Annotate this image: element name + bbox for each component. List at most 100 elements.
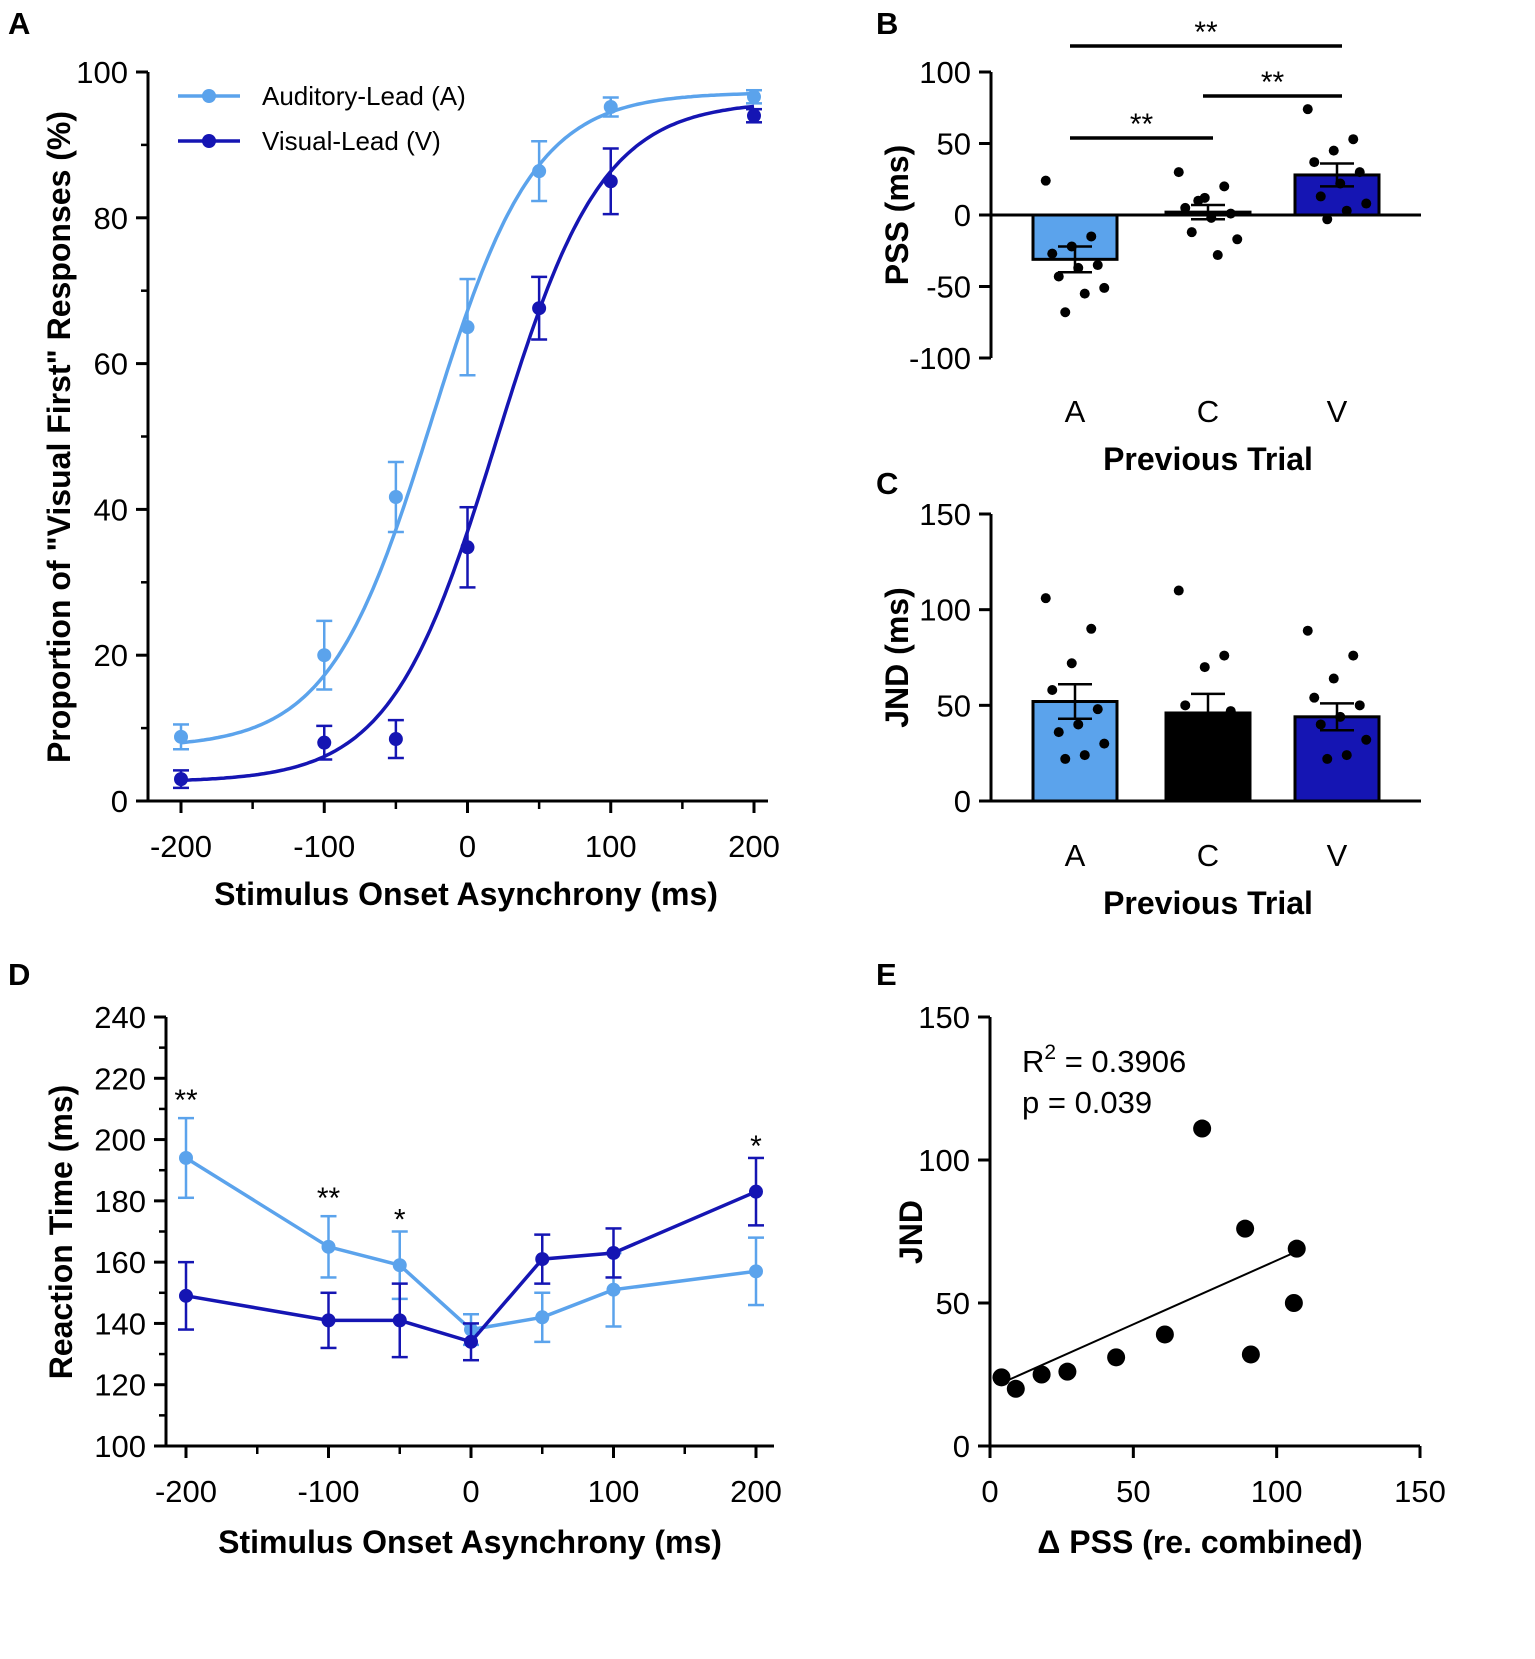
scatter-point bbox=[1107, 1348, 1126, 1367]
fit-curve bbox=[180, 104, 755, 783]
significance-label: ** bbox=[317, 1182, 341, 1215]
individual-point bbox=[1328, 145, 1339, 156]
legend: Auditory-Lead (A) Visual-Lead (V) bbox=[178, 81, 466, 156]
individual-point bbox=[1040, 593, 1051, 604]
data-point bbox=[388, 490, 403, 505]
scatter-point bbox=[992, 1368, 1011, 1387]
y-tick-label: 220 bbox=[94, 1061, 146, 1096]
individual-point bbox=[1047, 248, 1058, 259]
x-axis-label: Previous Trial bbox=[1103, 885, 1313, 921]
individual-point bbox=[1335, 711, 1346, 722]
bar-group-c: C bbox=[1164, 585, 1252, 873]
individual-point bbox=[1193, 195, 1204, 206]
individual-point bbox=[1348, 650, 1359, 661]
x-tick-label: 0 bbox=[981, 1474, 998, 1509]
panel-label: A bbox=[8, 6, 30, 41]
individual-point bbox=[1322, 214, 1333, 225]
scatter-point bbox=[1155, 1325, 1174, 1344]
individual-point bbox=[1092, 260, 1103, 271]
individual-point bbox=[1173, 167, 1184, 178]
data-point bbox=[321, 1239, 336, 1254]
individual-point bbox=[1302, 104, 1313, 115]
individual-point bbox=[1341, 205, 1352, 216]
individual-point bbox=[1086, 231, 1097, 242]
y-tick-label: 100 bbox=[94, 1429, 146, 1464]
x-tick-label: A bbox=[1065, 838, 1086, 873]
x-tick-label: V bbox=[1327, 394, 1348, 429]
data-point bbox=[388, 732, 403, 747]
legend-entry: Auditory-Lead (A) bbox=[262, 81, 466, 111]
data-point bbox=[603, 99, 618, 114]
significance-label: * bbox=[750, 1130, 762, 1163]
bar-group-v: V bbox=[1293, 104, 1381, 429]
y-tick-label: 100 bbox=[918, 1143, 970, 1178]
x-tick-label: 100 bbox=[588, 1474, 640, 1509]
significance-label: ** bbox=[174, 1084, 198, 1117]
individual-point bbox=[1309, 692, 1320, 703]
individual-point bbox=[1315, 719, 1326, 730]
regression-line bbox=[1001, 1250, 1298, 1384]
data-point bbox=[532, 164, 547, 179]
y-tick-label: 0 bbox=[954, 784, 971, 819]
panel-a: A 0 20 40 60 80 100 -200 -100 0 100 200 Stimulus Ons… bbox=[8, 6, 780, 912]
individual-point bbox=[1225, 706, 1236, 717]
significance-label: ** bbox=[1261, 66, 1285, 99]
series-line bbox=[185, 1156, 757, 1332]
data-point bbox=[535, 1310, 550, 1325]
individual-point bbox=[1186, 723, 1197, 734]
x-tick-label: 100 bbox=[1251, 1474, 1303, 1509]
individual-point bbox=[1361, 198, 1372, 209]
legend-entry: Visual-Lead (V) bbox=[262, 126, 441, 156]
panel-label: E bbox=[876, 957, 897, 992]
p-value-annotation: p = 0.039 bbox=[1022, 1085, 1152, 1120]
data-point bbox=[606, 1245, 621, 1260]
y-axis-label: PSS (ms) bbox=[879, 145, 915, 285]
y-tick-label: 50 bbox=[936, 1286, 970, 1321]
panel-e: E 0 50 100 150 0 50 100 150 Δ PSS (re. combined) J… bbox=[876, 957, 1446, 1560]
y-tick-label: -100 bbox=[909, 341, 971, 376]
data-point bbox=[606, 1282, 621, 1297]
panel-c: C 0 50 100 150 A C V Previous Trial JND (ms) bbox=[876, 466, 1421, 921]
data-point bbox=[179, 1150, 193, 1165]
individual-point bbox=[1060, 307, 1071, 318]
individual-point bbox=[1206, 715, 1217, 726]
y-tick-label: 240 bbox=[94, 1000, 146, 1035]
legend-marker bbox=[202, 134, 216, 148]
data-point bbox=[464, 1334, 478, 1349]
data-point bbox=[174, 772, 188, 787]
x-tick-label: 100 bbox=[585, 829, 637, 864]
data-point bbox=[603, 174, 618, 189]
individual-point bbox=[1186, 227, 1197, 238]
x-tick-label: 150 bbox=[1394, 1474, 1446, 1509]
individual-point bbox=[1335, 178, 1346, 189]
individual-point bbox=[1099, 282, 1110, 293]
bar-group-c: C bbox=[1164, 167, 1252, 429]
individual-point bbox=[1354, 700, 1365, 711]
series-visual bbox=[173, 104, 762, 790]
legend-marker bbox=[202, 89, 216, 103]
individual-point bbox=[1099, 738, 1110, 749]
series-auditory bbox=[173, 88, 762, 751]
y-tick-label: 120 bbox=[94, 1368, 146, 1403]
individual-point bbox=[1053, 727, 1064, 738]
bar-group-a: A bbox=[1031, 593, 1119, 873]
data-point bbox=[392, 1258, 407, 1273]
y-axis-label: JND bbox=[893, 1200, 929, 1264]
individual-point bbox=[1086, 623, 1097, 634]
individual-point bbox=[1328, 673, 1339, 684]
panel-d: D 100 120 140 160 180 200 220 240 -200 -100 0 100 200… bbox=[8, 957, 782, 1560]
y-tick-label: 160 bbox=[94, 1245, 146, 1280]
significance-label: ** bbox=[1130, 108, 1154, 141]
x-axis-label: Δ PSS (re. combined) bbox=[1037, 1524, 1362, 1560]
x-axis-label: Previous Trial bbox=[1103, 441, 1313, 477]
r2-superscript: 2 bbox=[1044, 1041, 1056, 1064]
scatter-point bbox=[1058, 1362, 1077, 1381]
data-point bbox=[317, 735, 332, 750]
data-point bbox=[321, 1313, 336, 1328]
data-point bbox=[747, 108, 761, 123]
individual-point bbox=[1066, 658, 1077, 669]
y-tick-label: 150 bbox=[919, 497, 971, 532]
data-point bbox=[460, 320, 475, 335]
data-point bbox=[535, 1252, 550, 1267]
individual-point bbox=[1073, 719, 1084, 730]
